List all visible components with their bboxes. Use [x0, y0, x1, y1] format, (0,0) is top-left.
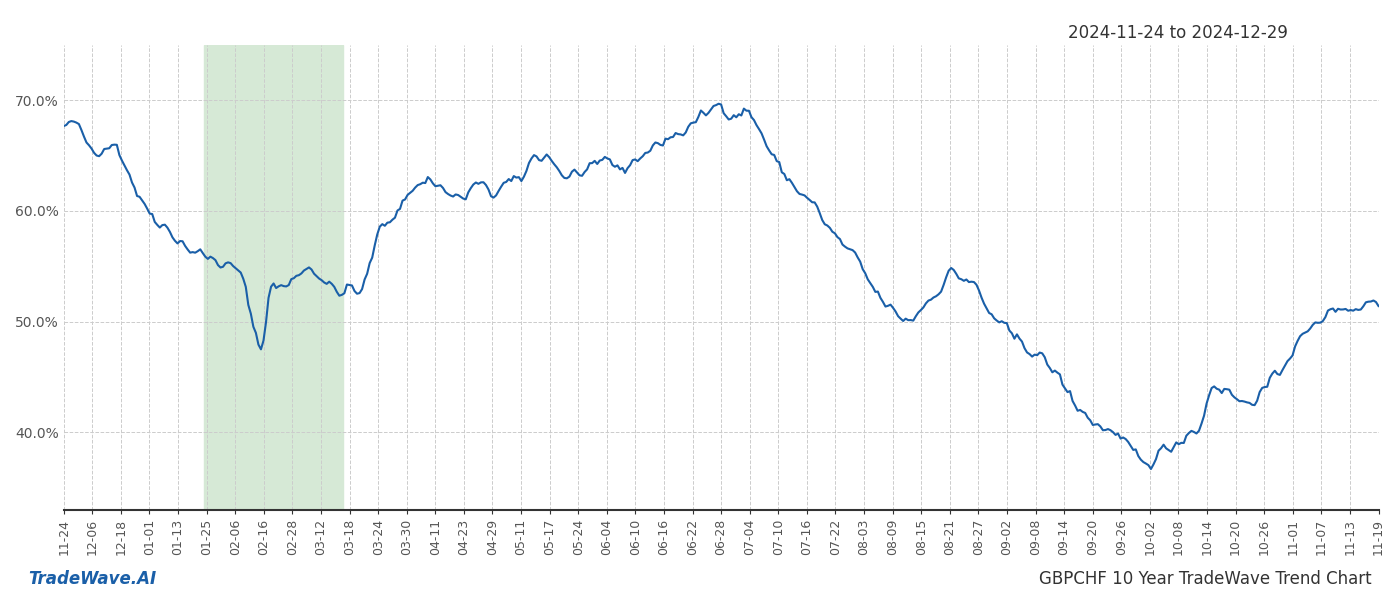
- Text: 2024-11-24 to 2024-12-29: 2024-11-24 to 2024-12-29: [1068, 24, 1288, 42]
- Text: TradeWave.AI: TradeWave.AI: [28, 570, 157, 588]
- Bar: [203, 45, 343, 509]
- Text: GBPCHF 10 Year TradeWave Trend Chart: GBPCHF 10 Year TradeWave Trend Chart: [1039, 570, 1372, 588]
